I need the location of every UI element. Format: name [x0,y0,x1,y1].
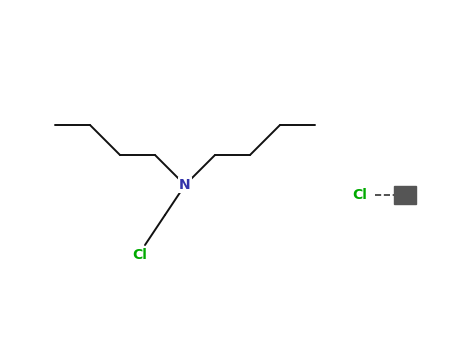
Bar [394,186,416,204]
Text: N: N [179,178,191,192]
Text: Cl: Cl [353,188,368,202]
Text: Cl: Cl [132,248,147,262]
